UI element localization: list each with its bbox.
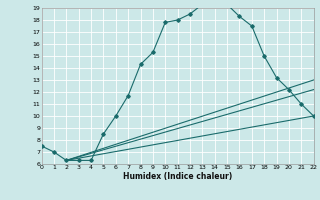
X-axis label: Humidex (Indice chaleur): Humidex (Indice chaleur) xyxy=(123,172,232,181)
